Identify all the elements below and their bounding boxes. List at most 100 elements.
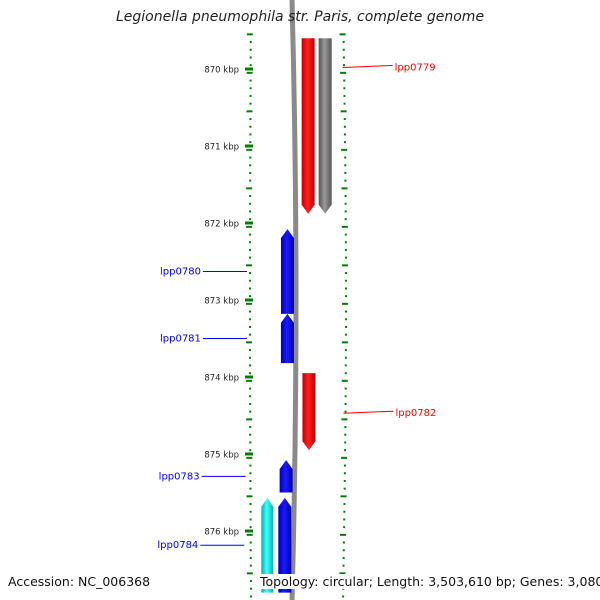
- minor-tick: [249, 503, 252, 506]
- gene-feature[interactable]: [278, 497, 292, 593]
- minor-tick: [341, 456, 348, 459]
- minor-tick: [344, 426, 347, 429]
- minor-tick: [343, 87, 346, 90]
- minor-tick: [249, 433, 252, 436]
- minor-tick: [344, 402, 347, 405]
- minor-tick: [249, 125, 252, 128]
- gene-feature[interactable]: [279, 460, 293, 493]
- minor-tick: [342, 41, 345, 44]
- minor-tick: [249, 171, 252, 174]
- minor-tick: [249, 372, 252, 375]
- gene-feature[interactable]: [301, 38, 315, 214]
- minor-tick: [342, 549, 345, 552]
- minor-tick: [249, 580, 252, 583]
- minor-tick: [341, 341, 348, 344]
- minor-tick: [342, 56, 345, 59]
- minor-tick: [249, 449, 252, 452]
- minor-tick: [344, 356, 347, 359]
- minor-tick: [246, 572, 253, 575]
- minor-tick: [344, 395, 347, 398]
- minor-tick: [249, 195, 252, 198]
- minor-tick: [343, 94, 346, 97]
- minor-tick: [344, 333, 347, 336]
- minor-tick: [344, 295, 347, 298]
- minor-tick: [246, 187, 253, 190]
- minor-tick: [249, 218, 252, 221]
- major-tick: [245, 529, 253, 533]
- minor-tick: [249, 333, 252, 336]
- minor-tick: [249, 233, 252, 236]
- minor-tick: [343, 125, 346, 128]
- gene-label[interactable]: lpp0780: [160, 267, 201, 278]
- minor-tick: [344, 272, 347, 275]
- minor-tick: [340, 495, 347, 498]
- minor-tick: [343, 503, 346, 506]
- minor-tick: [342, 48, 345, 51]
- tick-label: 874 kbp: [204, 374, 239, 384]
- minor-tick: [341, 264, 348, 267]
- accession-text: Accession: NC_006368: [8, 574, 151, 589]
- gene-feature[interactable]: [280, 229, 294, 314]
- gene-label-leader: [343, 410, 394, 414]
- minor-tick: [344, 141, 347, 144]
- minor-tick: [249, 441, 252, 444]
- minor-tick: [246, 264, 253, 267]
- minor-tick: [343, 487, 346, 490]
- gene-features: [261, 38, 332, 593]
- minor-tick: [343, 79, 346, 82]
- minor-tick: [344, 241, 347, 244]
- gene-label[interactable]: lpp0784: [157, 540, 198, 551]
- tick-label: 871 kbp: [204, 143, 239, 153]
- minor-tick: [344, 248, 347, 251]
- minor-tick: [249, 295, 252, 298]
- minor-tick: [249, 79, 252, 82]
- minor-tick: [341, 379, 348, 382]
- minor-tick: [249, 279, 252, 282]
- genome-backbone: [289, 0, 299, 600]
- minor-tick: [343, 526, 346, 529]
- gene-labels: 870 kbp 871 kbp 872 kbp 873 kbp 874 kbp 875 k…: [157, 62, 436, 551]
- minor-tick: [249, 395, 252, 398]
- minor-tick: [342, 541, 345, 544]
- minor-tick: [249, 248, 252, 251]
- minor-tick: [249, 87, 252, 90]
- minor-tick: [249, 64, 252, 67]
- minor-tick: [343, 510, 346, 513]
- minor-tick: [344, 433, 347, 436]
- minor-tick: [343, 464, 346, 467]
- minor-tick: [344, 441, 347, 444]
- tick-label: 873 kbp: [204, 297, 239, 307]
- major-tick: [245, 221, 253, 225]
- minor-tick: [344, 449, 347, 452]
- minor-tick: [246, 341, 253, 344]
- gene-label[interactable]: lpp0783: [159, 471, 200, 482]
- minor-tick: [249, 587, 252, 590]
- gene-feature[interactable]: [261, 497, 274, 593]
- minor-tick: [341, 148, 348, 151]
- minor-tick: [249, 549, 252, 552]
- gene-label[interactable]: lpp0781: [160, 334, 201, 345]
- minor-tick: [249, 56, 252, 59]
- gene-feature[interactable]: [280, 313, 294, 364]
- minor-tick: [343, 102, 346, 105]
- minor-tick: [341, 302, 348, 305]
- minor-tick: [249, 387, 252, 390]
- minor-tick: [344, 256, 347, 259]
- minor-tick: [249, 479, 252, 482]
- minor-tick: [246, 225, 253, 228]
- minor-tick: [344, 210, 347, 213]
- minor-tick: [343, 118, 346, 121]
- minor-tick: [344, 310, 347, 313]
- minor-tick: [343, 64, 346, 67]
- minor-tick: [344, 279, 347, 282]
- gene-feature[interactable]: [302, 373, 316, 451]
- minor-tick: [344, 171, 347, 174]
- minor-tick: [249, 41, 252, 44]
- gene-label[interactable]: lpp0782: [395, 408, 436, 419]
- tick-marks: [245, 33, 348, 598]
- minor-tick: [249, 133, 252, 136]
- gene-feature[interactable]: [318, 38, 332, 214]
- minor-tick: [343, 472, 346, 475]
- gene-label[interactable]: lpp0779: [395, 62, 436, 73]
- minor-tick: [249, 102, 252, 105]
